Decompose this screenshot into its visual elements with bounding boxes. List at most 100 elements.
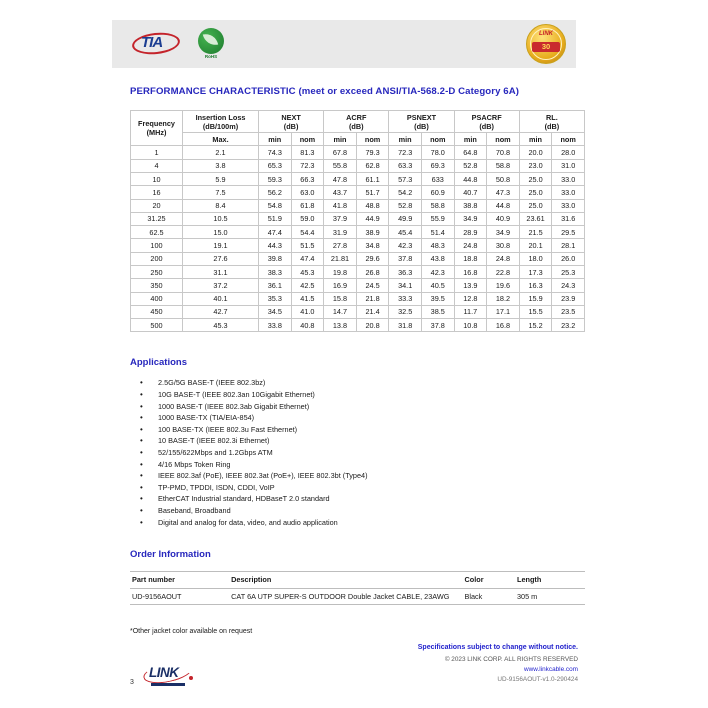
table-cell: 24.5: [355, 278, 390, 293]
table-cell: 37.8: [420, 318, 455, 333]
table-cell: 13.9: [453, 278, 488, 293]
table-cell: 74.3: [258, 145, 292, 160]
col-header-insertion-loss: Insertion Loss (dB/100m): [182, 109, 259, 134]
sub-header-nom: nom: [355, 132, 390, 147]
table-cell: 43.7: [323, 185, 357, 200]
table-cell: 350: [130, 278, 183, 293]
table-cell: 34.1: [388, 278, 422, 293]
table-cell: 33.0: [551, 185, 585, 200]
application-list-item: 100 BASE-TX (IEEE 802.3u Fast Ethernet): [130, 424, 585, 436]
table-cell: 48.3: [420, 238, 455, 253]
table-cell: 15.0: [182, 225, 259, 240]
table-cell: 31.9: [323, 225, 357, 240]
table-cell: 28.0: [551, 145, 585, 160]
table-cell: 18.8: [453, 251, 488, 267]
table-cell: 16.8: [453, 264, 488, 280]
performance-table: Frequency (MHz) Insertion Loss (dB/100m)…: [130, 109, 586, 333]
table-cell: 37.9: [323, 211, 357, 227]
sub-header-nom: nom: [486, 132, 520, 147]
col-header-frequency: Frequency (MHz): [130, 109, 183, 147]
table-cell: 450: [130, 304, 183, 320]
col-header-psacrf: PSACRF (dB): [453, 109, 520, 134]
table-cell: 500: [130, 318, 183, 333]
table-cell: 37.8: [388, 251, 422, 267]
table-cell: 58.8: [486, 158, 520, 173]
table-cell: 60.9: [420, 185, 455, 200]
table-cell: 21.8: [355, 291, 390, 306]
table-cell: 23.2: [551, 318, 585, 333]
table-cell: 3.8: [182, 158, 259, 173]
table-cell: 16.8: [486, 318, 520, 333]
table-cell: 55.9: [420, 211, 455, 227]
table-cell: 62.8: [355, 158, 390, 173]
table-cell: 19.8: [323, 264, 357, 280]
website-link[interactable]: www.linkcable.com: [524, 666, 578, 673]
table-cell: 63.3: [388, 158, 422, 173]
table-cell: 33.0: [551, 198, 585, 213]
table-cell: 47.4: [258, 225, 292, 240]
link-underbar-icon: [151, 683, 185, 686]
table-cell: 31.6: [551, 211, 585, 227]
application-list-item: 10G BASE-T (IEEE 802.3an 10Gigabit Ether…: [130, 389, 585, 401]
table-cell: 45.3: [182, 318, 259, 333]
table-cell: 23.61: [518, 211, 553, 227]
link-anniversary-badge-icon: LINK 30: [526, 24, 566, 64]
table-cell: 23.0: [518, 158, 553, 173]
table-row: 100 19.1 44.3 51.5 27.8 34.8 42.3 48.3 24.8 30.8 2…: [130, 238, 585, 253]
applications-list: 2.5G/5G BASE-T (IEEE 802.3bz)10G BASE-T …: [130, 377, 585, 528]
table-cell: 25.0: [518, 198, 553, 213]
order-part-number: UD-9156AOUT: [130, 588, 230, 606]
table-cell: 21.5: [518, 225, 553, 240]
table-cell: 16.3: [518, 278, 553, 293]
table-cell: 1: [130, 145, 183, 160]
table-cell: 42.3: [388, 238, 422, 253]
sub-header-max: Max.: [182, 132, 259, 147]
table-cell: 66.3: [290, 171, 325, 187]
table-cell: 31.8: [388, 318, 422, 333]
table-cell: 49.9: [388, 211, 422, 227]
table-cell: 38.3: [258, 264, 292, 280]
table-row: 16 7.5 56.2 63.0 43.7 51.7 54.2 60.9 40.7 47.3 25.…: [130, 185, 585, 200]
table-cell: 25.0: [518, 171, 553, 187]
table-row: 10 5.9 59.3 66.3 47.8 61.1 57.3 633 44.8 50.8 25.0…: [130, 171, 585, 187]
table-cell: 27.8: [323, 238, 357, 253]
sub-header-min: min: [323, 132, 357, 147]
table-cell: 26.8: [355, 264, 390, 280]
page-content: PERFORMANCE CHARACTERISTIC (meet or exce…: [130, 86, 586, 635]
table-cell: 70.8: [486, 145, 520, 160]
order-color: Black: [462, 588, 515, 606]
table-cell: 29.5: [551, 225, 585, 240]
sub-header-nom: nom: [290, 132, 325, 147]
table-cell: 44.3: [258, 238, 292, 253]
table-cell: 61.1: [355, 171, 390, 187]
spec-change-notice: Specifications subject to change without…: [417, 644, 578, 651]
table-cell: 22.8: [486, 264, 520, 280]
table-cell: 40.1: [182, 291, 259, 306]
table-cell: 62.5: [130, 225, 183, 240]
table-cell: 69.3: [420, 158, 455, 173]
table-cell: 79.3: [355, 145, 390, 160]
table-cell: 20: [130, 198, 183, 213]
table-cell: 45.4: [388, 225, 422, 240]
table-cell: 38.8: [453, 198, 488, 213]
table-cell: 50.8: [486, 171, 520, 187]
rohs-label: RoHS: [204, 54, 218, 59]
table-cell: 52.8: [388, 198, 422, 213]
table-cell: 44.8: [453, 171, 488, 187]
sub-header-min: min: [453, 132, 488, 147]
table-cell: 52.8: [453, 158, 488, 173]
table-cell: 633: [420, 171, 455, 187]
applications-heading: Applications: [130, 357, 188, 369]
table-row: 31.25 10.5 51.9 59.0 37.9 44.9 49.9 55.9 34.9 40.…: [130, 211, 585, 227]
order-col-part-number: Part number: [130, 571, 230, 589]
table-cell: 44.9: [355, 211, 390, 227]
table-cell: 41.5: [290, 291, 325, 306]
table-cell: 40.9: [486, 211, 520, 227]
table-cell: 63.0: [290, 185, 325, 200]
table-cell: 31.0: [551, 158, 585, 173]
table-cell: 33.3: [388, 291, 422, 306]
col-header-psnext: PSNEXT (dB): [388, 109, 455, 134]
table-cell: 47.3: [486, 185, 520, 200]
table-cell: 8.4: [182, 198, 259, 213]
order-info-heading: Order Information: [130, 549, 211, 561]
